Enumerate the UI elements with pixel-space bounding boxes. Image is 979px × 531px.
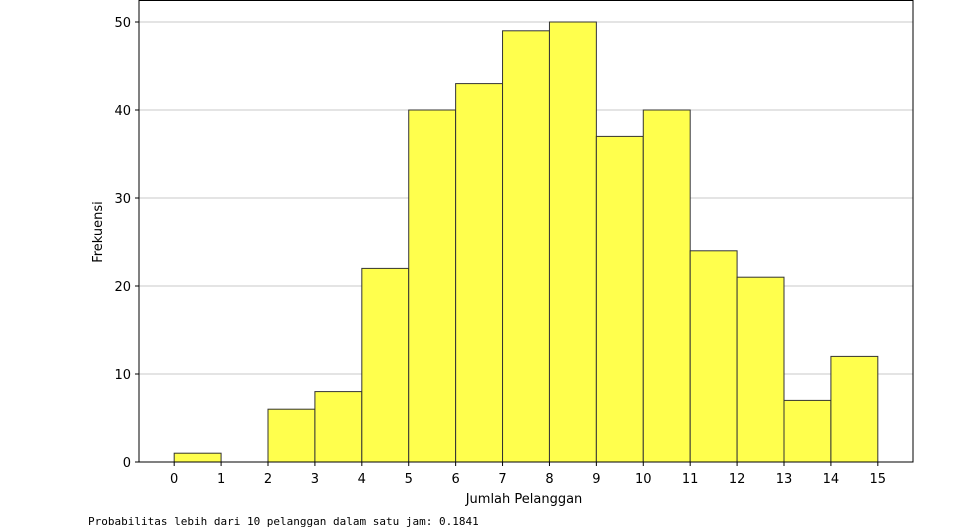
histogram-bar [736, 276, 785, 463]
histogram-bars [173, 21, 879, 463]
y-tick-label: 0 [123, 456, 131, 471]
x-tick-label: 9 [592, 472, 600, 487]
histogram-bar [830, 355, 879, 463]
probability-output-text: Probabilitas lebih dari 10 pelanggan dal… [88, 515, 479, 528]
x-tick-label: 10 [635, 472, 652, 487]
x-tick-label: 0 [170, 472, 178, 487]
histogram-bar [783, 399, 832, 463]
plot-frame [138, 0, 914, 463]
histogram-bar [642, 109, 691, 463]
x-tick-label: 14 [823, 472, 840, 487]
y-axis-title: Frekuensi [91, 201, 106, 263]
x-tick-label: 8 [545, 472, 553, 487]
y-tick-label: 40 [114, 104, 131, 119]
histogram-bar [455, 83, 504, 463]
histogram-bar [267, 408, 316, 463]
x-tick-label: 6 [451, 472, 459, 487]
y-tick-label: 10 [114, 368, 131, 383]
x-tick-label: 2 [264, 472, 272, 487]
histogram-bar [314, 391, 363, 463]
x-tick-label: 13 [776, 472, 793, 487]
x-tick-label: 1 [217, 472, 225, 487]
histogram-bar [408, 109, 457, 463]
x-tick-label: 7 [498, 472, 506, 487]
x-tick-label: 12 [729, 472, 746, 487]
x-tick-label: 15 [870, 472, 887, 487]
histogram-bar [548, 21, 597, 463]
y-tick-label: 20 [114, 280, 131, 295]
y-tick-label: 30 [114, 192, 131, 207]
histogram-bar [502, 30, 550, 463]
axes [138, 0, 914, 463]
x-axis-title: Jumlah Pelanggan [465, 492, 583, 507]
x-tick-label: 11 [682, 472, 699, 487]
y-tick-label: 50 [114, 16, 131, 31]
x-tick-label: 4 [358, 472, 366, 487]
histogram-bar [173, 452, 222, 463]
x-tick-label: 3 [311, 472, 319, 487]
histogram-bar [361, 267, 410, 463]
histogram-bar [595, 135, 644, 463]
x-tick-label: 5 [405, 472, 413, 487]
histogram-bar [689, 250, 738, 463]
